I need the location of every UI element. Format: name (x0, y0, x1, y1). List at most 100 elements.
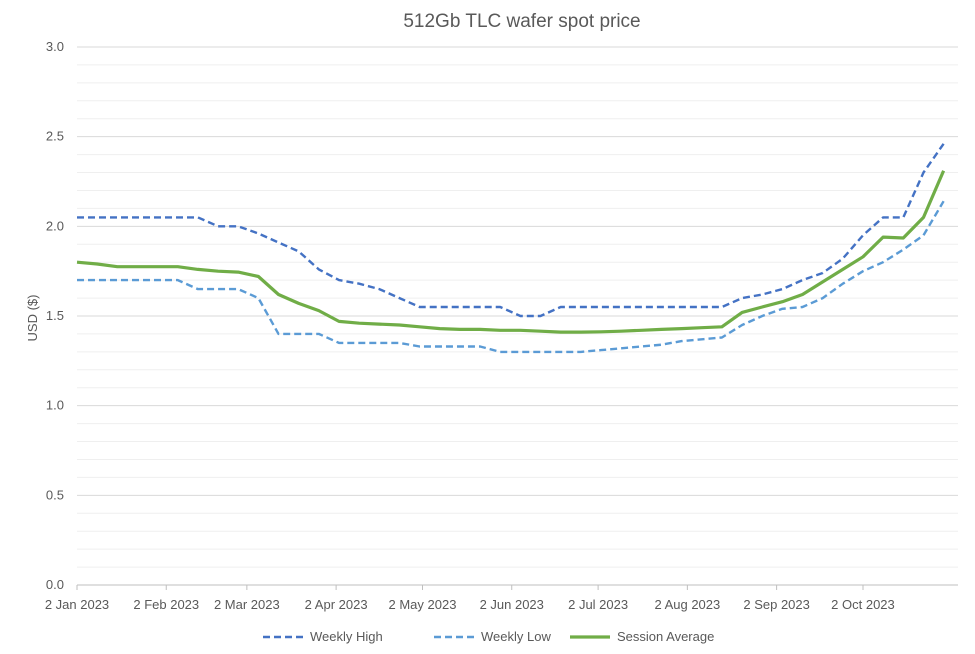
data-point (418, 305, 422, 309)
data-point (277, 240, 281, 244)
data-point (277, 292, 281, 296)
data-point (478, 327, 482, 331)
data-point (297, 332, 301, 336)
x-tick-label: 2 Aug 2023 (654, 597, 720, 612)
data-point (377, 287, 381, 291)
y-tick-label: 1.0 (46, 398, 64, 413)
data-point (236, 270, 240, 274)
data-point (135, 215, 139, 219)
data-point (397, 323, 401, 327)
data-point (539, 350, 543, 354)
x-tick-label: 2 Jan 2023 (45, 597, 109, 612)
data-point (861, 269, 865, 273)
y-tick-label: 0.5 (46, 487, 64, 502)
data-point (599, 348, 603, 352)
data-point (659, 343, 663, 347)
y-tick-label: 2.5 (46, 129, 64, 144)
data-point (357, 321, 361, 325)
data-point (740, 310, 744, 314)
data-point (115, 278, 119, 282)
x-tick-label: 2 Sep 2023 (743, 597, 810, 612)
data-point (579, 305, 583, 309)
data-point (921, 215, 925, 219)
x-tick-label: 2 Oct 2023 (831, 597, 895, 612)
y-tick-label: 0.0 (46, 577, 64, 592)
legend-label: Weekly High (310, 629, 383, 644)
data-point (377, 322, 381, 326)
data-point (740, 323, 744, 327)
data-point (942, 169, 946, 173)
data-point (357, 341, 361, 345)
data-point (680, 339, 684, 343)
data-point (619, 305, 623, 309)
y-tick-label: 2.0 (46, 218, 64, 233)
x-tick-label: 2 Feb 2023 (133, 597, 199, 612)
data-point (619, 329, 623, 333)
data-point (881, 215, 885, 219)
data-point (196, 287, 200, 291)
data-point (438, 344, 442, 348)
data-point (297, 249, 301, 253)
data-point (135, 278, 139, 282)
data-point (498, 305, 502, 309)
data-point (377, 341, 381, 345)
data-point (156, 215, 160, 219)
data-point (539, 314, 543, 318)
x-tick-label: 2 May 2023 (389, 597, 457, 612)
data-point (176, 265, 180, 269)
data-point (337, 319, 341, 323)
data-point (559, 350, 563, 354)
x-tick-label: 2 Jul 2023 (568, 597, 628, 612)
chart-title: 512Gb TLC wafer spot price (403, 11, 640, 32)
data-point (700, 305, 704, 309)
data-point (639, 344, 643, 348)
data-point (921, 171, 925, 175)
gridlines (77, 46, 958, 568)
data-point (881, 260, 885, 264)
data-point (659, 327, 663, 331)
data-point (317, 309, 321, 313)
data-point (458, 344, 462, 348)
data-point (156, 278, 160, 282)
series-points-weekly-high (75, 142, 946, 318)
data-point (841, 257, 845, 261)
data-point (780, 300, 784, 304)
data-point (881, 235, 885, 239)
data-point (115, 215, 119, 219)
data-point (317, 332, 321, 336)
data-point (942, 199, 946, 203)
data-point (216, 224, 220, 228)
data-point (700, 326, 704, 330)
data-point (821, 280, 825, 284)
data-point (841, 282, 845, 286)
data-point (841, 267, 845, 271)
data-point (780, 307, 784, 311)
x-tick-label: 2 Apr 2023 (305, 597, 368, 612)
data-point (75, 260, 79, 264)
data-point (176, 215, 180, 219)
data-point (700, 337, 704, 341)
data-point (559, 330, 563, 334)
data-point (418, 325, 422, 329)
data-point (760, 305, 764, 309)
data-point (901, 248, 905, 252)
data-point (75, 215, 79, 219)
x-tick-label: 2 Jun 2023 (480, 597, 544, 612)
data-point (317, 267, 321, 271)
data-point (397, 296, 401, 300)
data-point (760, 314, 764, 318)
data-point (760, 292, 764, 296)
data-point (176, 278, 180, 282)
data-point (236, 224, 240, 228)
data-point (861, 233, 865, 237)
data-point (438, 327, 442, 331)
data-point (801, 292, 805, 296)
data-point (740, 296, 744, 300)
data-point (75, 278, 79, 282)
data-point (518, 328, 522, 332)
legend-label: Session Average (617, 629, 714, 644)
data-point (216, 287, 220, 291)
data-point (901, 236, 905, 240)
data-point (518, 314, 522, 318)
data-point (337, 341, 341, 345)
